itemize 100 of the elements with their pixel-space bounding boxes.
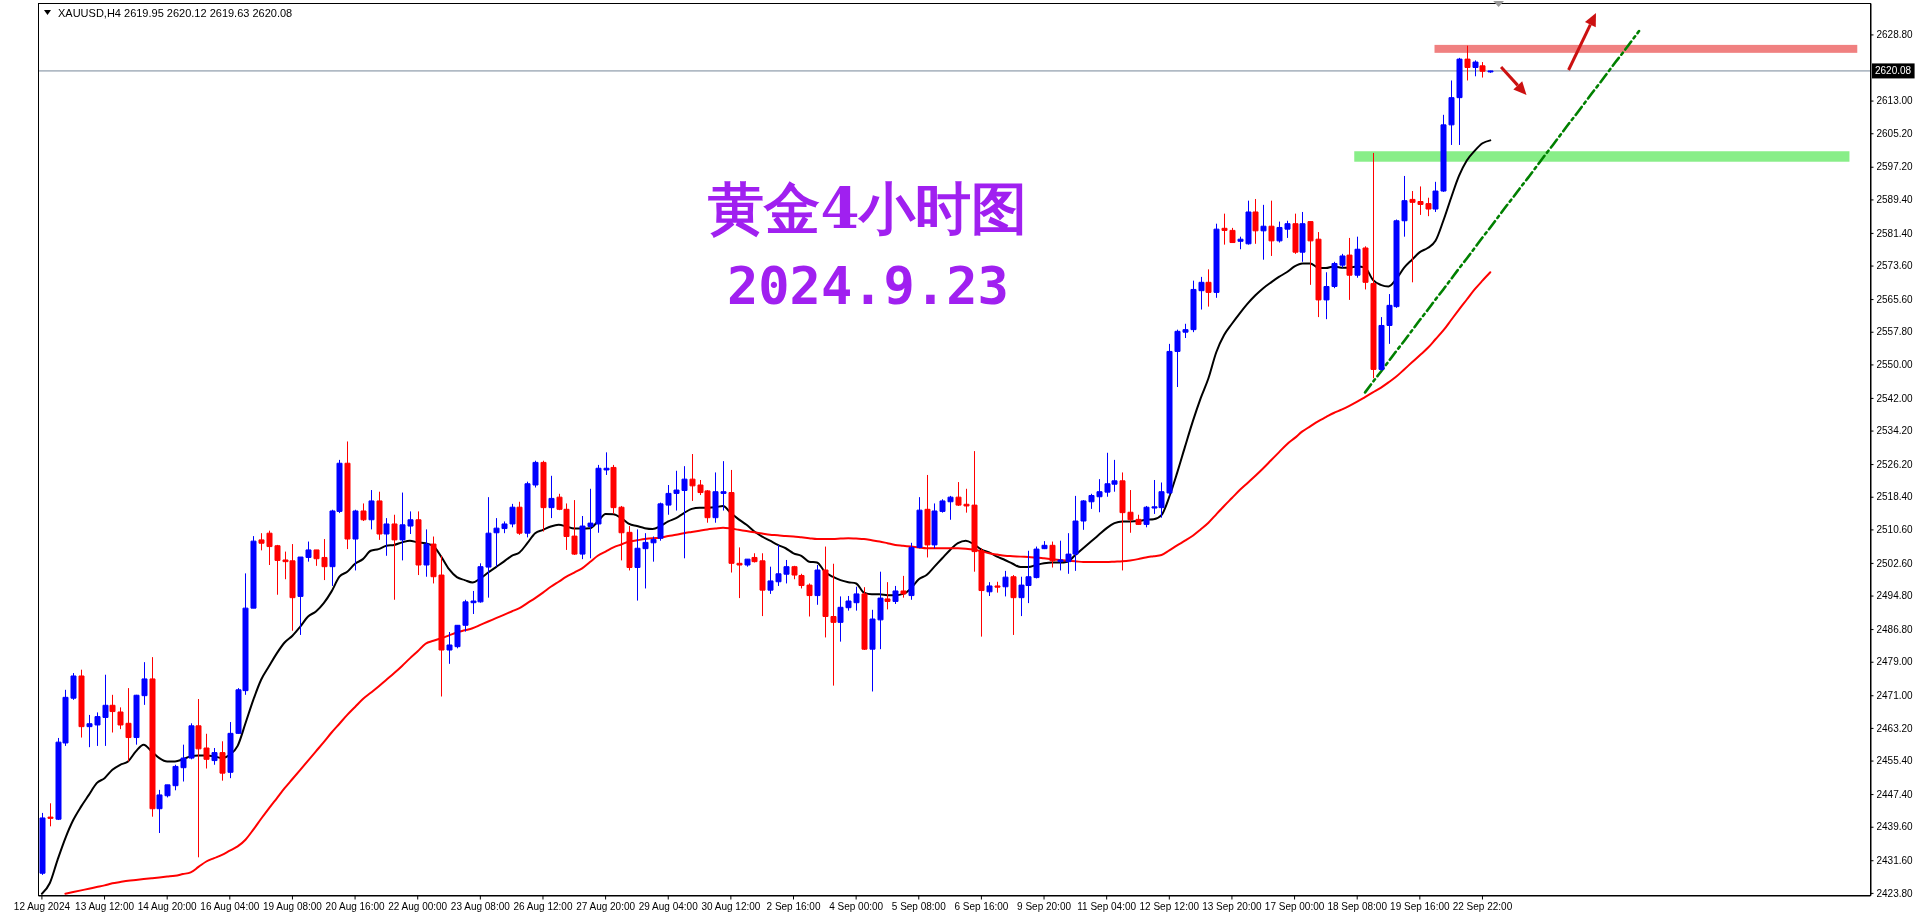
line-series: [1363, 29, 1641, 394]
y-tick-label: 2565.60: [1876, 293, 1914, 305]
y-tick-label: 2455.40: [1876, 755, 1914, 767]
candlestick: [548, 475, 555, 519]
candlestick: [78, 669, 85, 739]
ref-line-label: 2620.08: [1875, 65, 1912, 77]
candlestick: [1464, 45, 1471, 81]
y-tick-label: 2550.00: [1876, 359, 1914, 371]
y-tick-label: 2589.40: [1876, 194, 1914, 206]
x-tick-label: 19 Aug 08:00: [262, 900, 323, 912]
candlestick: [1362, 245, 1369, 290]
x-tick-label: 23 Aug 08:00: [450, 900, 511, 912]
candlestick: [47, 802, 54, 827]
y-tick-label: 2439.60: [1876, 821, 1914, 833]
x-tick-label: 2 Sep 16:00: [766, 900, 821, 912]
x-tick-label: 19 Sep 16:00: [1390, 900, 1451, 912]
candlestick: [1213, 223, 1220, 299]
y-tick-label: 2479.00: [1876, 656, 1914, 668]
candlestick: [1479, 61, 1486, 79]
x-tick-label: 12 Aug 2024: [13, 900, 71, 912]
candlestick: [1268, 200, 1275, 257]
y-tick-label: 2486.80: [1876, 623, 1914, 635]
candlestick: [39, 812, 46, 876]
candlestick: [994, 581, 1001, 594]
y-tick-label: 2494.80: [1876, 590, 1914, 602]
candlestick: [1049, 541, 1056, 569]
candlestick: [344, 440, 351, 550]
x-tick-label: 4 Sep 00:00: [829, 900, 884, 912]
candlestick: [368, 489, 375, 530]
x-tick-label: 16 Aug 04:00: [200, 900, 260, 912]
candlestick: [814, 564, 821, 606]
x-tick-label: 27 Aug 20:00: [576, 900, 636, 912]
y-tick-label: 2542.00: [1876, 392, 1914, 404]
x-tick-label: 9 Sep 20:00: [1017, 900, 1072, 912]
y-tick-label: 2447.40: [1876, 788, 1914, 800]
candlestick: [1260, 204, 1267, 261]
x-tick-label: 22 Aug 00:00: [388, 900, 448, 912]
candlestick: [1002, 570, 1009, 597]
candlestick: [516, 501, 523, 536]
y-tick-label: 2597.20: [1876, 161, 1914, 173]
x-tick-label: 11 Sep 04:00: [1077, 900, 1137, 912]
y-tick-label: 2557.80: [1876, 326, 1914, 338]
annotation: XAUUSD,H4 2619.95 2620.12 2619.63 2620.08: [58, 7, 293, 19]
y-tick-label: 2573.60: [1876, 260, 1914, 272]
candlestick: [1487, 70, 1494, 74]
candlestick: [1010, 574, 1017, 636]
candlestick: [1205, 268, 1212, 308]
y-tick-label: 2518.40: [1876, 491, 1914, 503]
candlestick: [1292, 213, 1299, 255]
candlestick: [1252, 198, 1259, 245]
x-tick-label: 20 Aug 16:00: [325, 900, 385, 912]
y-tick-label: 2628.80: [1876, 29, 1914, 41]
candlestick: [1346, 237, 1353, 301]
y-tick-label: 2526.20: [1876, 458, 1914, 470]
y-tick-label: 2581.40: [1876, 227, 1914, 239]
y-tick-label: 2431.60: [1876, 854, 1914, 866]
y-tick-label: 2463.20: [1876, 722, 1914, 734]
candlestick: [383, 517, 390, 557]
candlestick: [415, 510, 422, 576]
candlestick: [376, 491, 383, 541]
x-tick-label: 30 Aug 12:00: [701, 900, 761, 912]
y-tick-label: 2471.00: [1876, 689, 1914, 701]
x-tick-label: 13 Sep 20:00: [1202, 900, 1263, 912]
y-tick-label: 2605.20: [1876, 127, 1914, 139]
candlestick: [540, 460, 547, 532]
candlestick: [352, 509, 359, 571]
y-tick-label: 2613.00: [1876, 95, 1914, 107]
x-tick-label: 6 Sep 16:00: [954, 900, 1009, 912]
y-tick-label: 2502.60: [1876, 557, 1914, 569]
x-tick-label: 5 Sep 08:00: [891, 900, 947, 912]
candlestick: [924, 474, 931, 558]
x-tick-label: 22 Sep 22:00: [1452, 900, 1513, 912]
candlestick: [1299, 211, 1306, 263]
candlestick: [884, 581, 891, 610]
x-tick-label: 26 Aug 12:00: [513, 900, 573, 912]
candlestick: [423, 528, 430, 578]
x-tick-label: 18 Sep 08:00: [1327, 900, 1388, 912]
y-tick-label: 2534.20: [1876, 425, 1914, 437]
candlestick: [360, 502, 367, 522]
x-tick-label: 13 Aug 12:00: [75, 900, 135, 912]
candlestick: [219, 740, 226, 782]
candlestick: [1354, 236, 1361, 279]
x-tick-label: 14 Aug 20:00: [137, 900, 198, 912]
candlestick: [211, 747, 218, 766]
candlestick: [391, 514, 398, 601]
candlestick: [149, 656, 156, 818]
y-tick-label: 2510.60: [1876, 524, 1914, 536]
y-tick-label: 2423.80: [1876, 887, 1914, 899]
candlestick: [900, 575, 907, 599]
text: 2024.9.23: [727, 256, 1009, 316]
candlestick: [744, 558, 751, 568]
candlestick: [861, 586, 868, 651]
candlestick: [986, 581, 993, 597]
candlestick: [892, 585, 899, 605]
x-tick-label: 29 Aug 04:00: [638, 900, 699, 912]
x-tick-label: 12 Sep 12:00: [1139, 900, 1200, 912]
candlestick: [1472, 59, 1479, 77]
candlestick: [1370, 152, 1377, 379]
x-tick-label: 17 Sep 00:00: [1264, 900, 1325, 912]
text: 黄金4小时图: [708, 175, 1028, 241]
